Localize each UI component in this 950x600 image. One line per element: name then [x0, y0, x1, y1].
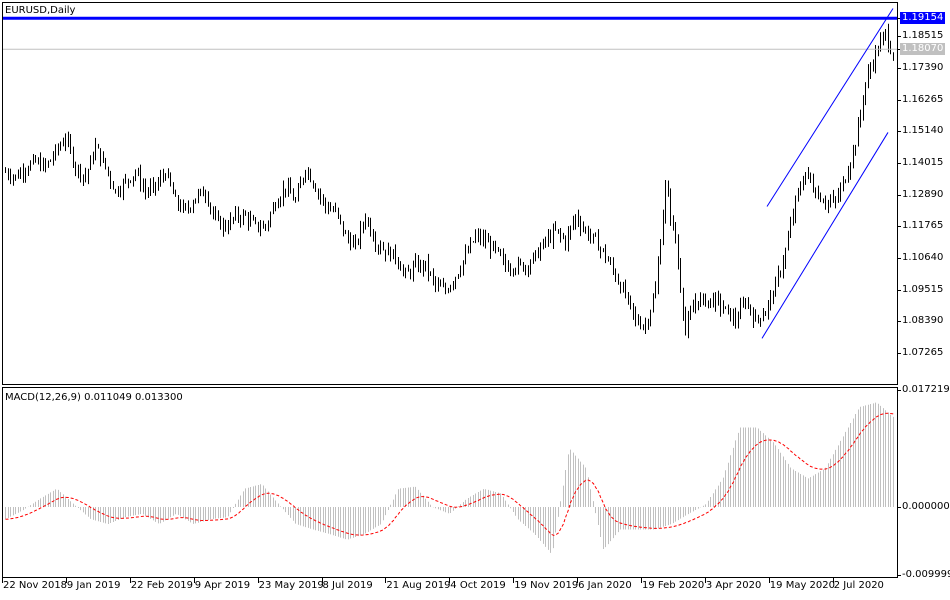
date-tick-label: 3 Apr 2020	[705, 580, 762, 591]
macd-tick-label: 0.017219	[902, 384, 950, 395]
level-price-label: 1.19154	[900, 12, 946, 25]
bid-price-label: 1.18070	[900, 42, 946, 55]
date-tick-label: 2 Jul 2020	[833, 580, 884, 591]
date-tick-label: 6 Jan 2020	[578, 580, 632, 591]
date-tick-label: 19 Feb 2020	[642, 580, 705, 591]
date-tick-label: 22 Nov 2018	[3, 580, 68, 591]
channel-lower-line	[761, 132, 889, 339]
date-tick-label: 22 Feb 2019	[130, 580, 194, 591]
date-tick-label: 9 Apr 2019	[194, 580, 251, 591]
price-tick-label: 1.11765	[902, 220, 944, 232]
price-pane-frame	[2, 2, 898, 385]
price-tick-label: 1.10640	[902, 252, 944, 264]
price-tick-label: 1.15140	[902, 125, 944, 137]
macd-label: MACD(12,26,9) 0.011049 0.013300	[5, 392, 183, 403]
date-tick-label: 8 Jul 2019	[322, 580, 373, 591]
date-tick-label: 19 Nov 2019	[514, 580, 579, 591]
date-tick-label: 19 May 2020	[769, 580, 836, 591]
chart-title: EURUSD,Daily	[5, 5, 76, 16]
price-tick-label: 1.16265	[902, 93, 944, 105]
price-tick-label: 1.09515	[902, 283, 944, 295]
price-tick-label: 1.07265	[902, 347, 944, 359]
channel-upper-line	[766, 8, 894, 207]
date-tick-label: 23 May 2019	[258, 580, 324, 591]
macd-pane-frame	[2, 387, 898, 578]
price-tick-label: 1.08390	[902, 315, 944, 327]
macd-tick-label: 0.000000	[902, 501, 950, 513]
macd-signal-line	[5, 412, 894, 536]
date-tick-label: 9 Jan 2019	[66, 580, 121, 591]
date-tick-label: 21 Aug 2019	[386, 580, 451, 591]
macd-tick-label: -0.009999	[902, 569, 950, 580]
price-tick-label: 1.17390	[902, 61, 944, 73]
price-tick-label: 1.14015	[902, 156, 944, 168]
price-tick-label: 1.18515	[902, 30, 944, 42]
date-tick-label: 4 Oct 2019	[450, 580, 506, 591]
price-tick-label: 1.12890	[902, 188, 944, 200]
